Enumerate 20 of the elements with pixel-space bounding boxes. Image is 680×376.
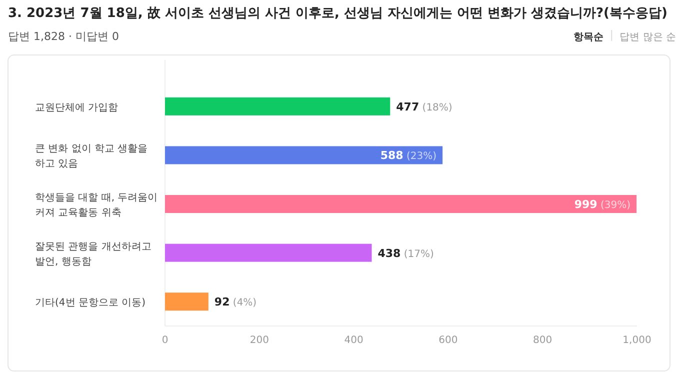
subtitle: 답변 1,828 · 미답변 0 — [8, 30, 119, 43]
category: 큰 변화 없이 학교 생활을 하고 있음 — [35, 144, 148, 170]
xtick: 0 — [162, 335, 168, 346]
category: 교원단체에 가입함 — [35, 102, 118, 114]
value-label: 438 (17%) — [378, 246, 434, 260]
category: 학생들을 대할 때, 두려움이 커져 교육활동 위축 — [35, 192, 158, 218]
xtick: 1,000 — [622, 335, 652, 346]
value-label: 92 (4%) — [214, 296, 257, 309]
value-label: 588 (23%) — [380, 149, 437, 162]
category: 잘못된 관행을 개선하려고 발언, 행동함 — [35, 241, 152, 268]
value-label: 999 (39%) — [574, 198, 631, 211]
title: 3. 2023년 7월 18일, 故 서이초 선생님의 사건 이후로, 선생님 자신에게는 어떤 변화가 생겼습니까?(복수응답) — [8, 6, 668, 21]
value-label: 477 (18%) — [396, 100, 452, 114]
category: 기타(4번 문항으로 이동) — [35, 298, 146, 309]
annotation: 항목순 — [574, 32, 604, 43]
xtick: 400 — [344, 335, 364, 346]
xtick: 800 — [533, 335, 552, 346]
annotation: 답변 많은 순 — [620, 32, 676, 43]
xtick: 200 — [250, 335, 269, 346]
xtick: 600 — [438, 335, 458, 346]
